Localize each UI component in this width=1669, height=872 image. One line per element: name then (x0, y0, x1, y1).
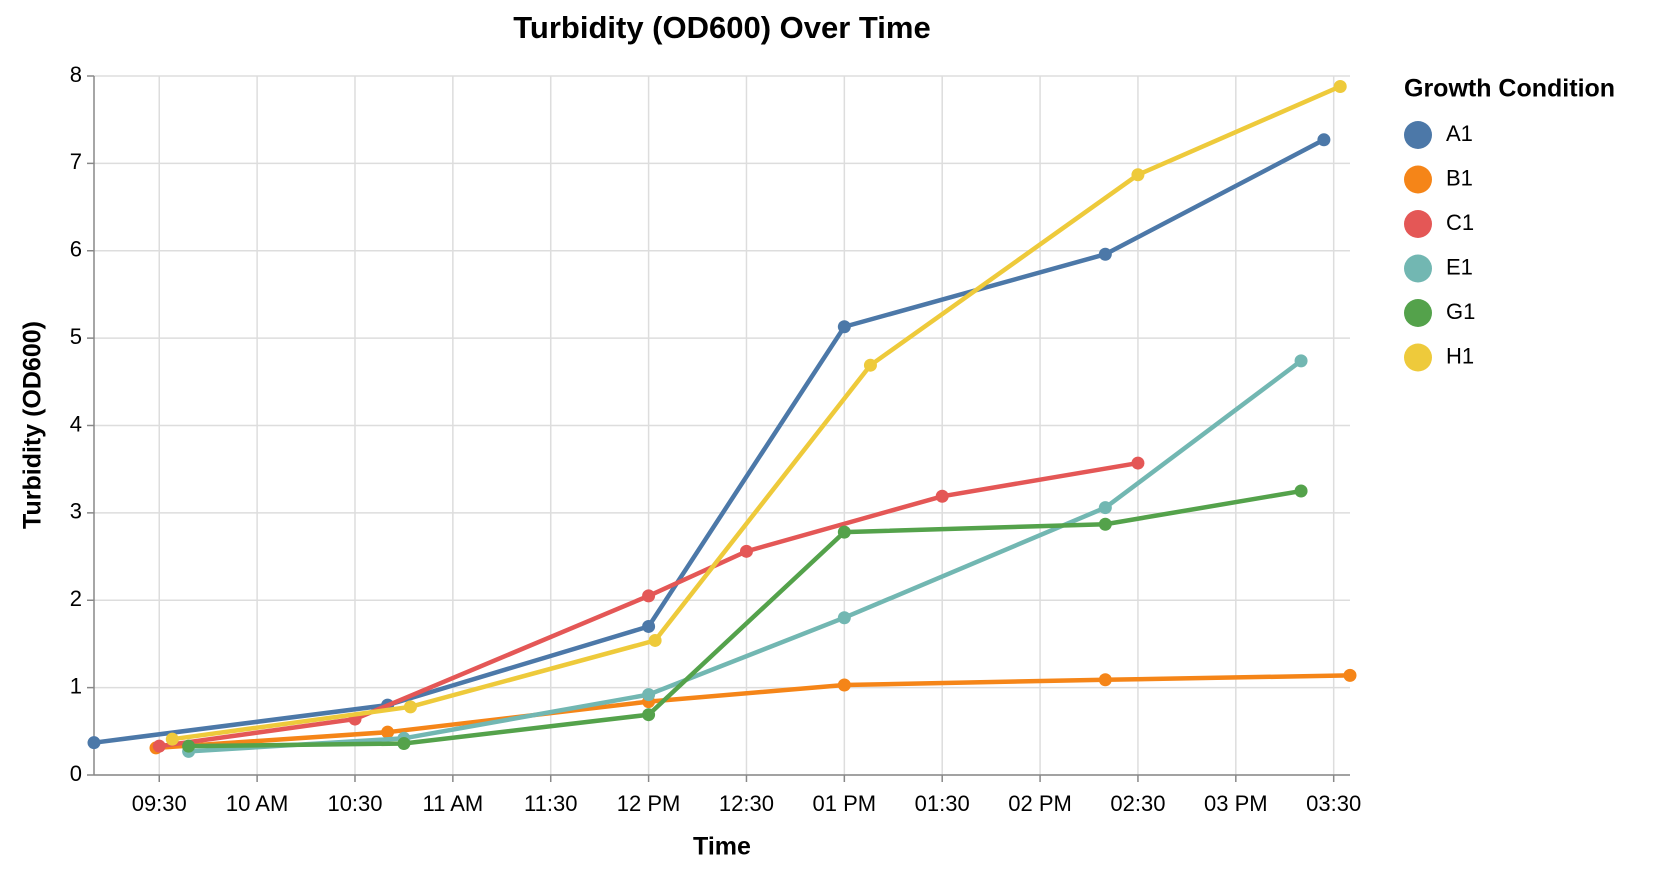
y-tick-label: 5 (70, 324, 82, 349)
y-tick-label: 7 (70, 149, 82, 174)
legend-symbol (1404, 254, 1432, 283)
data-point (1317, 133, 1331, 147)
legend-symbol (1404, 299, 1432, 327)
y-tick-label: 3 (70, 499, 82, 524)
data-point (837, 320, 851, 334)
data-point (1098, 501, 1112, 515)
data-point (152, 739, 166, 753)
y-axis-title: Turbidity (OD600) (19, 321, 47, 529)
legend-title: Growth Condition (1404, 75, 1615, 103)
data-point (1294, 354, 1308, 368)
x-tick-label: 12 PM (617, 791, 681, 816)
data-point (739, 544, 753, 558)
data-point (182, 739, 196, 753)
legend-symbol (1404, 165, 1432, 194)
data-point (1098, 247, 1112, 261)
series-line (155, 673, 1351, 751)
x-tick-label: 10:30 (327, 791, 382, 816)
x-tick-label: 09:30 (132, 791, 187, 816)
data-point (381, 725, 395, 739)
x-tick-label: 11:30 (524, 791, 577, 816)
x-tick-label: 03:30 (1306, 791, 1361, 816)
data-point (1343, 668, 1357, 682)
data-point (1333, 79, 1347, 93)
x-tick-label: 03 PM (1204, 791, 1268, 816)
chart-title: Turbidity (OD600) Over Time (513, 10, 930, 45)
x-tick-label: 01 PM (813, 791, 877, 816)
data-point (165, 732, 179, 746)
data-point (1131, 168, 1145, 182)
x-tick-label: 02 PM (1008, 791, 1072, 816)
data-point (863, 358, 877, 372)
data-point (642, 619, 656, 633)
data-point (642, 708, 656, 722)
series-line (158, 460, 1139, 749)
x-tick-label: 10 AM (226, 791, 288, 816)
series-line (171, 84, 1342, 742)
y-tick-label: 8 (70, 62, 82, 87)
y-tick-label: 1 (70, 673, 82, 698)
data-point (397, 737, 411, 751)
legend-symbol (1404, 343, 1432, 372)
data-point (837, 611, 851, 625)
data-point (648, 633, 662, 647)
x-tick-label: 01:30 (915, 791, 970, 816)
legend-label: E1 (1446, 254, 1473, 279)
data-point (837, 678, 851, 692)
x-tick-label: 11 AM (422, 791, 483, 816)
legend-label: C1 (1446, 210, 1474, 235)
y-tick-label: 2 (70, 586, 82, 611)
y-tick-label: 6 (70, 237, 82, 262)
x-axis-title: Time (693, 833, 751, 861)
data-point (837, 525, 851, 539)
y-tick-label: 4 (70, 411, 82, 436)
data-point (403, 700, 417, 714)
grid (94, 75, 1350, 776)
series-line (188, 359, 1303, 754)
data-point (642, 688, 656, 702)
legend-label: A1 (1446, 121, 1473, 146)
legend-label: B1 (1446, 165, 1473, 190)
legend-symbol (1404, 210, 1432, 238)
x-tick-label: 12:30 (719, 791, 774, 816)
data-point (87, 736, 101, 750)
legend-label: H1 (1446, 343, 1474, 368)
data-point (935, 489, 949, 503)
legend-label: G1 (1446, 299, 1475, 324)
series-line (188, 488, 1302, 749)
y-tick-label: 0 (70, 761, 82, 786)
data-point (1098, 517, 1112, 531)
legend-symbol (1404, 121, 1432, 149)
data-point (1131, 456, 1145, 470)
x-tick-label: 02:30 (1110, 791, 1165, 816)
data-point (642, 589, 656, 603)
series-line (93, 137, 1325, 745)
data-point (1098, 673, 1112, 687)
data-point (1294, 484, 1308, 498)
